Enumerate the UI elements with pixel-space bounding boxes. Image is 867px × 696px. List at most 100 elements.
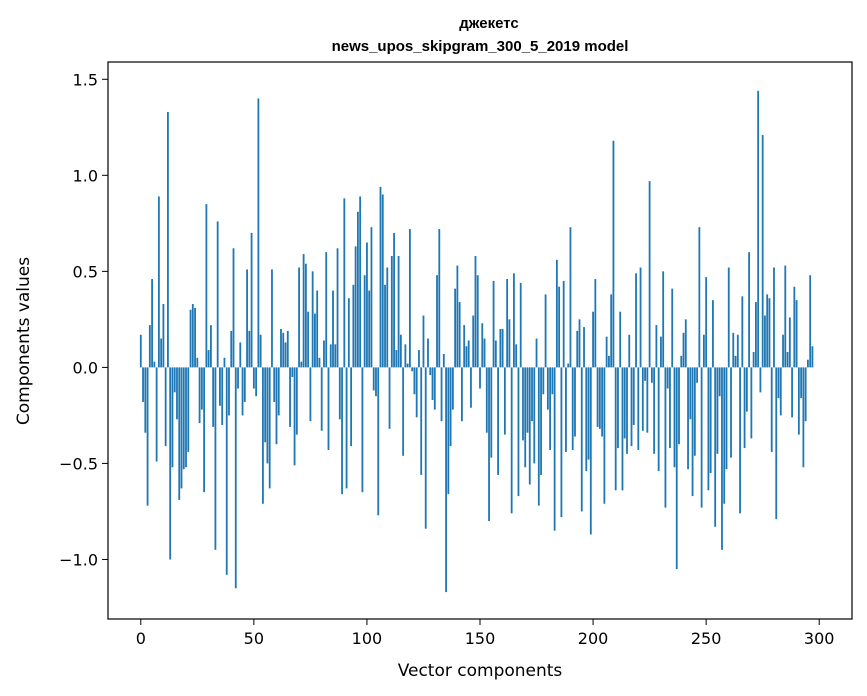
bar-66 [289, 367, 291, 427]
bar-228 [655, 325, 658, 368]
bar-53 [259, 334, 262, 368]
bar-62 [280, 328, 282, 368]
bar-12 [167, 111, 169, 368]
bar-178 [542, 367, 545, 395]
bar-219 [635, 273, 637, 368]
bar-278 [768, 298, 771, 368]
chart-title: джекетс [459, 15, 518, 32]
bar-126 [424, 367, 427, 529]
bar-209 [612, 140, 615, 368]
bar-190 [569, 227, 572, 368]
bar-85 [332, 290, 334, 368]
bar-64 [284, 342, 287, 368]
bar-2 [144, 367, 147, 433]
bar-36 [221, 367, 224, 426]
x-tick-label: 250 [691, 629, 722, 648]
bar-139 [454, 288, 457, 368]
bar-76 [311, 271, 314, 368]
bar-210 [614, 367, 617, 491]
bar-5 [151, 279, 153, 368]
bar-7 [155, 367, 158, 462]
bar-98 [361, 367, 364, 493]
bar-167 [517, 367, 520, 497]
y-axis-label: Components values [14, 257, 34, 425]
bar-164 [510, 367, 513, 514]
bar-86 [334, 344, 337, 368]
bar-156 [492, 280, 495, 368]
bar-3 [146, 367, 149, 506]
bar-140 [456, 265, 459, 368]
bar-46 [243, 367, 246, 402]
bar-17 [178, 367, 181, 500]
bar-91 [345, 367, 348, 489]
y-tick-label: 1.0 [73, 166, 98, 185]
bar-280 [773, 267, 775, 368]
bar-297 [811, 346, 814, 368]
bar-179 [544, 294, 547, 368]
bar-277 [766, 294, 769, 368]
bar-236 [673, 367, 676, 468]
bar-187 [562, 280, 565, 368]
bar-289 [793, 286, 796, 368]
bar-26 [198, 367, 201, 424]
bar-37 [223, 357, 226, 368]
bar-71 [300, 361, 303, 368]
bar-251 [707, 367, 710, 491]
bar-250 [705, 277, 708, 368]
bar-283 [779, 367, 782, 416]
bar-259 [725, 367, 728, 470]
bar-263 [734, 355, 737, 368]
bar-134 [442, 353, 445, 368]
bar-188 [565, 367, 567, 452]
bar-28 [203, 367, 206, 493]
bar-247 [698, 227, 701, 368]
x-tick-label: 150 [465, 629, 496, 648]
bar-266 [741, 296, 744, 368]
bar-45 [241, 367, 244, 416]
bar-113 [395, 350, 398, 368]
bar-193 [576, 330, 579, 368]
bar-227 [653, 367, 656, 454]
bar-279 [770, 367, 773, 452]
bar-16 [176, 367, 178, 420]
x-tick-label: 200 [578, 629, 609, 648]
bar-79 [318, 357, 321, 368]
bar-182 [551, 367, 554, 395]
bar-102 [370, 227, 373, 368]
bar-23 [191, 304, 194, 368]
y-tick-label: 0.5 [73, 262, 98, 281]
bar-253 [712, 300, 714, 368]
bar-183 [553, 367, 556, 531]
bar-291 [797, 367, 800, 435]
bar-170 [524, 367, 527, 468]
bar-287 [788, 317, 791, 368]
bar-204 [601, 367, 604, 437]
bar-61 [277, 367, 280, 416]
y-tick-label: 0.0 [73, 358, 98, 377]
bar-242 [687, 367, 689, 470]
bar-112 [393, 232, 395, 368]
bar-159 [499, 328, 502, 368]
bar-241 [684, 319, 687, 368]
bar-119 [408, 229, 411, 368]
bar-4 [148, 325, 151, 368]
bar-30 [207, 350, 210, 368]
bar-109 [386, 267, 389, 368]
bar-201 [594, 279, 597, 368]
bar-272 [754, 302, 757, 368]
bar-214 [623, 367, 626, 439]
bar-235 [671, 288, 674, 368]
bar-80 [320, 367, 323, 431]
bar-220 [637, 367, 640, 450]
bar-189 [567, 363, 570, 368]
bar-171 [526, 367, 529, 433]
bar-68 [293, 367, 296, 466]
bar-137 [449, 367, 452, 447]
bar-176 [537, 367, 540, 506]
y-axis-ticks: −1.0 −0.5 0.0 0.5 1.0 1.5 [59, 70, 108, 569]
bar-55 [264, 367, 267, 443]
bar-34 [216, 221, 219, 368]
bar-42 [234, 367, 237, 589]
bar-177 [540, 367, 542, 475]
bar-218 [632, 367, 635, 426]
